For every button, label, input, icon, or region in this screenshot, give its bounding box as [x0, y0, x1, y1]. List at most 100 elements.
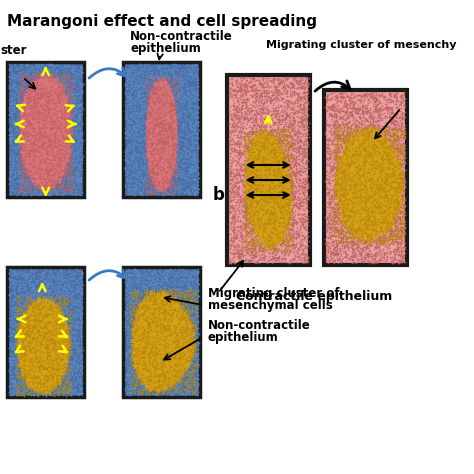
- Point: [22, 123, 30, 130]
- Point: [134, 168, 141, 176]
- Point: [37, 319, 45, 327]
- Point: [66, 132, 73, 139]
- Point: [192, 138, 200, 146]
- Point: [128, 93, 135, 100]
- Point: [49, 184, 57, 191]
- Point: [234, 83, 242, 91]
- Point: [22, 113, 30, 121]
- Point: [78, 104, 86, 111]
- Point: [176, 325, 184, 333]
- Point: [331, 218, 338, 225]
- Point: [284, 123, 292, 130]
- Point: [47, 74, 55, 82]
- Point: [277, 159, 285, 166]
- Point: [44, 301, 51, 308]
- Point: [165, 118, 173, 125]
- Point: [283, 179, 291, 186]
- Point: [126, 317, 133, 324]
- Point: [171, 353, 179, 360]
- Point: [165, 320, 173, 328]
- Point: [135, 313, 142, 320]
- Point: [19, 175, 27, 183]
- Point: [345, 244, 352, 252]
- Point: [367, 199, 375, 207]
- Point: [31, 101, 38, 109]
- Point: [226, 156, 233, 164]
- Point: [274, 210, 282, 217]
- Point: [356, 146, 364, 154]
- Point: [22, 367, 30, 375]
- Point: [287, 136, 295, 143]
- Point: [35, 373, 43, 381]
- Point: [269, 219, 277, 227]
- Point: [124, 348, 132, 356]
- Point: [156, 339, 164, 346]
- Point: [49, 180, 57, 188]
- Point: [56, 316, 64, 323]
- Point: [27, 301, 35, 309]
- Point: [388, 178, 395, 186]
- Point: [276, 79, 284, 86]
- Point: [166, 123, 173, 131]
- Point: [29, 90, 37, 98]
- Point: [358, 109, 366, 117]
- Point: [358, 172, 366, 180]
- Point: [194, 285, 201, 292]
- Point: [177, 367, 184, 374]
- Point: [275, 150, 283, 158]
- Point: [273, 195, 280, 203]
- Point: [288, 121, 296, 128]
- Point: [261, 239, 268, 247]
- Point: [260, 248, 268, 255]
- Point: [295, 250, 302, 257]
- Point: [23, 91, 31, 99]
- Point: [147, 288, 155, 296]
- Point: [227, 146, 234, 153]
- Point: [350, 172, 357, 179]
- Point: [18, 187, 26, 194]
- Point: [139, 348, 147, 356]
- Point: [186, 347, 194, 355]
- Point: [243, 141, 250, 148]
- Point: [136, 62, 143, 69]
- Point: [45, 296, 52, 304]
- Point: [241, 214, 248, 222]
- Point: [56, 389, 64, 396]
- Point: [12, 355, 20, 363]
- Point: [148, 288, 155, 296]
- Point: [166, 168, 174, 176]
- Point: [53, 371, 60, 378]
- Point: [9, 267, 17, 275]
- Point: [9, 80, 17, 88]
- Point: [48, 169, 56, 177]
- Point: [14, 369, 22, 377]
- Point: [328, 105, 335, 112]
- Point: [260, 144, 267, 151]
- Point: [156, 173, 164, 181]
- Point: [46, 279, 54, 286]
- Point: [367, 165, 374, 173]
- Point: [166, 190, 173, 197]
- Point: [290, 192, 297, 200]
- Point: [123, 108, 131, 116]
- Point: [301, 95, 309, 103]
- Point: [160, 325, 167, 332]
- Point: [399, 135, 406, 142]
- Point: [272, 126, 279, 133]
- Point: [78, 288, 85, 296]
- Point: [35, 114, 43, 122]
- Point: [149, 86, 156, 93]
- Point: [249, 101, 256, 109]
- Point: [164, 99, 172, 107]
- Point: [18, 158, 26, 166]
- Point: [361, 208, 368, 215]
- Point: [253, 207, 261, 214]
- Point: [265, 152, 273, 159]
- Point: [53, 133, 61, 141]
- Point: [46, 286, 54, 294]
- Point: [177, 326, 185, 333]
- Point: [300, 223, 308, 231]
- Point: [282, 132, 289, 140]
- Point: [328, 238, 336, 246]
- Point: [45, 343, 52, 351]
